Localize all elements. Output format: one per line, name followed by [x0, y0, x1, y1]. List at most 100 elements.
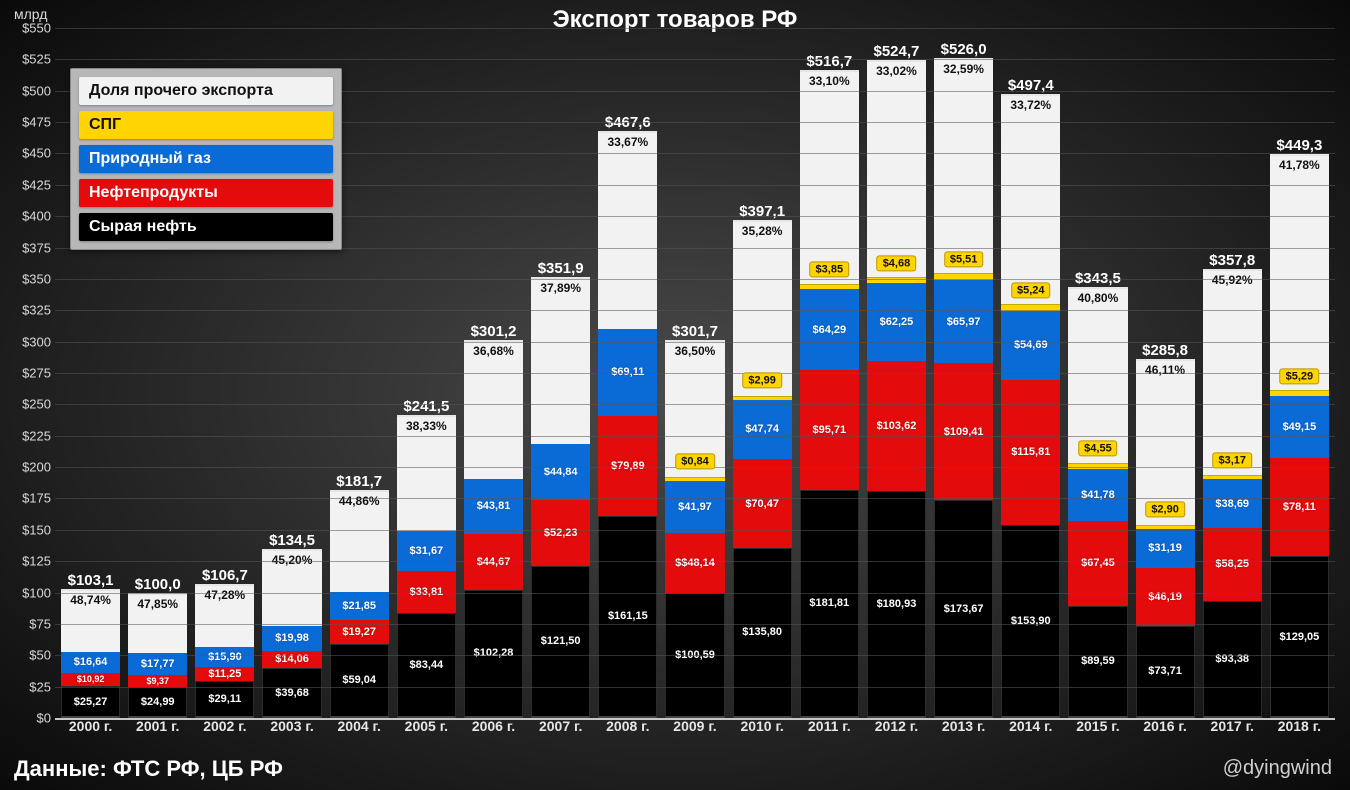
bar-stack: 35,28%$2,99$47,74$70,47$135,80 [733, 220, 792, 718]
segment-value-label: $52,23 [544, 527, 578, 539]
segment-gas: $43,81 [464, 479, 523, 534]
segment-value-label: $58,25 [1215, 558, 1249, 570]
segment-value-label: $$48,14 [675, 557, 715, 569]
segment-gas: $44,84 [531, 444, 590, 500]
gridline [55, 279, 1335, 280]
segment-other: 33,10% [800, 70, 859, 285]
other-pct-label: 32,59% [943, 62, 984, 76]
segment-other: 46,11% [1136, 359, 1195, 524]
segment-value-label: $121,50 [541, 635, 581, 647]
segment-value-label: $9,37 [146, 676, 169, 686]
segment-petro: $52,23 [531, 500, 590, 566]
y-tick-label: $450 [22, 146, 51, 161]
y-tick-label: $400 [22, 209, 51, 224]
x-tick-label: 2001 г. [128, 718, 187, 734]
segment-petro: $10,92 [61, 673, 120, 687]
y-tick-label: $100 [22, 585, 51, 600]
segment-gas: $38,69 [1203, 479, 1262, 528]
segment-value-label: $115,81 [1011, 446, 1050, 458]
segment-other: 38,33% [397, 415, 456, 531]
gridline [55, 498, 1335, 499]
segment-gas: $19,98 [262, 626, 321, 651]
segment-other: 41,78% [1270, 154, 1329, 389]
y-tick-label: $350 [22, 271, 51, 286]
legend-item-crude: Сырая нефть [79, 213, 333, 241]
bar-total-label: $357,8 [1209, 252, 1255, 269]
segment-other: 36,68% [464, 340, 523, 479]
segment-other: 37,89% [531, 277, 590, 444]
segment-value-label: $153,90 [1011, 615, 1051, 627]
bar-total-label: $134,5 [269, 532, 315, 549]
bar-stack: 33,67%$69,11$79,89$161,15 [598, 131, 657, 718]
segment-value-label: $29,11 [208, 693, 241, 705]
lng-value-badge: $0,84 [675, 454, 715, 470]
segment-other: 47,28% [195, 584, 254, 647]
y-tick-label: $375 [22, 240, 51, 255]
bar-total-label: $301,7 [672, 323, 718, 340]
segment-value-label: $83,44 [410, 659, 444, 671]
other-pct-label: 46,11% [1145, 363, 1185, 377]
bar-total-label: $285,8 [1142, 342, 1188, 359]
segment-value-label: $79,89 [611, 460, 645, 472]
x-tick-label: 2015 г. [1068, 718, 1127, 734]
segment-value-label: $21,85 [342, 600, 376, 612]
y-tick-label: $200 [22, 460, 51, 475]
other-pct-label: 35,28% [742, 224, 783, 238]
gridline [55, 373, 1335, 374]
bar-column: $241,538,33%$31,67$33,81$83,44 [397, 398, 456, 718]
lng-value-badge: $5,24 [1011, 283, 1051, 299]
segment-value-label: $65,97 [947, 316, 981, 328]
bar-stack: 45,20%$19,98$14,06$39,68 [262, 549, 321, 718]
segment-crude: $73,71 [1136, 626, 1195, 718]
bar-stack: 40,80%$4,55$41,78$67,45$89,59 [1068, 287, 1127, 718]
segment-value-label: $49,15 [1283, 421, 1317, 433]
segment-gas: $47,74 [733, 400, 792, 460]
segment-gas: $62,25 [867, 283, 926, 361]
segment-petro: $79,89 [598, 416, 657, 516]
bar-column: $449,341,78%$5,29$49,15$78,11$129,05 [1270, 137, 1329, 718]
segment-value-label: $95,71 [812, 424, 846, 436]
segment-value-label: $181,81 [809, 597, 849, 609]
other-pct-label: 44,86% [339, 494, 380, 508]
chart-stage: Экспорт товаров РФ млрд $103,148,74%$16,… [0, 0, 1350, 790]
other-pct-label: 36,50% [675, 344, 716, 358]
segment-other: 33,67% [598, 131, 657, 329]
x-axis: 2000 г.2001 г.2002 г.2003 г.2004 г.2005 … [55, 718, 1335, 734]
bar-column: $467,633,67%$69,11$79,89$161,15 [598, 114, 657, 718]
bar-column: $524,733,02%$4,68$62,25$103,62$180,93 [867, 43, 926, 718]
segment-value-label: $64,29 [812, 324, 846, 336]
y-tick-label: $475 [22, 115, 51, 130]
segment-gas: $64,29 [800, 289, 859, 370]
segment-crude: $83,44 [397, 613, 456, 718]
y-tick-label: $150 [22, 522, 51, 537]
legend-item-gas: Природный газ [79, 145, 333, 173]
bar-column: $134,545,20%$19,98$14,06$39,68 [262, 532, 321, 718]
lng-value-badge: $4,55 [1078, 441, 1118, 457]
bar-column: $526,032,59%$5,51$65,97$109,41$173,67 [934, 41, 993, 718]
segment-gas: $54,69 [1001, 311, 1060, 380]
source-label: Данные: ФТС РФ, ЦБ РФ [14, 756, 283, 782]
y-tick-label: $325 [22, 303, 51, 318]
segment-other: 44,86% [330, 490, 389, 592]
x-tick-label: 2004 г. [330, 718, 389, 734]
segment-value-label: $78,11 [1283, 501, 1316, 513]
lng-value-badge: $4,68 [877, 255, 917, 271]
segment-crude: $93,38 [1203, 601, 1262, 718]
segment-other: 47,85% [128, 593, 187, 653]
segment-gas: $65,97 [934, 280, 993, 363]
y-tick-label: $525 [22, 52, 51, 67]
gridline [55, 310, 1335, 311]
segment-petro: $95,71 [800, 370, 859, 490]
x-tick-label: 2014 г. [1001, 718, 1060, 734]
x-tick-label: 2018 г. [1270, 718, 1329, 734]
lng-value-badge: $2,99 [742, 372, 782, 388]
other-pct-label: 38,33% [406, 419, 447, 433]
y-tick-label: $300 [22, 334, 51, 349]
segment-value-label: $17,77 [141, 658, 175, 670]
y-tick-label: $425 [22, 177, 51, 192]
other-pct-label: 47,28% [205, 588, 246, 602]
other-pct-label: 33,72% [1010, 98, 1051, 112]
gridline [55, 59, 1335, 60]
bar-column: $343,540,80%$4,55$41,78$67,45$89,59 [1068, 270, 1127, 718]
segment-gas: $41,78 [1068, 469, 1127, 521]
